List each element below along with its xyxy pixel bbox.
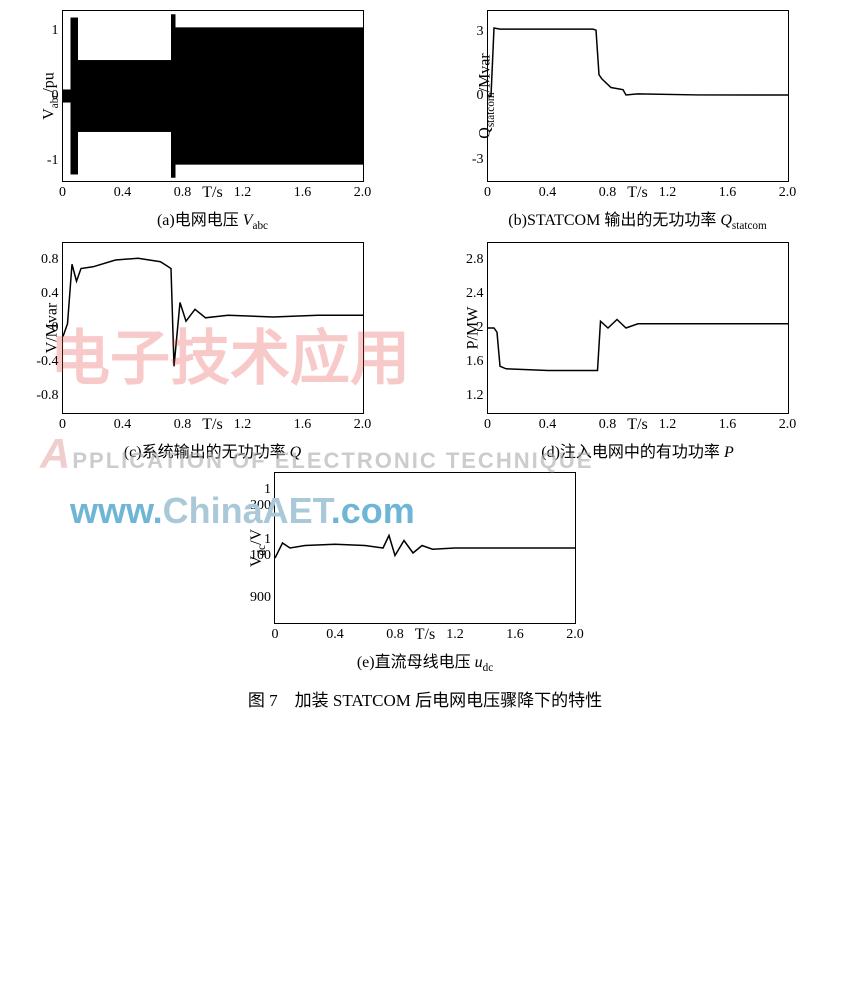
xtick: 1.6 — [294, 417, 312, 433]
xlabel-c: T/s — [202, 416, 222, 434]
ytick: 0.8 — [29, 252, 59, 268]
ytick: 3 — [454, 24, 484, 40]
xlabel-e: T/s — [415, 626, 435, 644]
panel-e: Vdc/V 00.40.81.21.62.09001 1001 300 T/s … — [10, 472, 840, 674]
xtick: 2.0 — [779, 417, 797, 433]
ytick: 1.2 — [454, 388, 484, 404]
xtick: 1.6 — [294, 185, 312, 201]
xtick: 0.4 — [114, 417, 132, 433]
caption-d: (d)注入电网中的有功功率 P — [541, 438, 733, 462]
ytick: 2.4 — [454, 286, 484, 302]
ytick: 1 — [29, 23, 59, 39]
caption-c: (c)系统输出的无功功率 Q — [124, 438, 301, 462]
xtick: 0.8 — [599, 185, 617, 201]
caption-b: (b)STATCOM 输出的无功功率 Qstatcom — [508, 206, 766, 232]
ytick: -0.4 — [29, 354, 59, 370]
xlabel-a: T/s — [202, 184, 222, 202]
xtick: 1.6 — [506, 627, 524, 643]
xtick: 1.2 — [659, 417, 677, 433]
xtick: 0.8 — [386, 627, 404, 643]
figure-grid: 电子技术应用 APPLICATION OF ELECTRONIC TECHNIQ… — [10, 10, 840, 674]
chart-c: V/Mvar 00.40.81.21.62.0-0.8-0.400.40.8 — [62, 242, 364, 414]
xtick: 0 — [59, 185, 66, 201]
xtick: 1.6 — [719, 417, 737, 433]
xtick: 0.4 — [539, 185, 557, 201]
caption-e: (e)直流母线电压 udc — [357, 648, 493, 674]
panel-d: P/MW 00.40.81.21.62.01.21.622.42.8 T/s (… — [435, 242, 840, 462]
xtick: 1.2 — [234, 417, 252, 433]
ytick: -1 — [29, 153, 59, 169]
panel-c: V/Mvar 00.40.81.21.62.0-0.8-0.400.40.8 T… — [10, 242, 415, 462]
xtick: 2.0 — [354, 185, 372, 201]
xtick: 0.4 — [539, 417, 557, 433]
ytick: 1 100 — [241, 532, 271, 564]
ytick: 0 — [454, 88, 484, 104]
chart-e: Vdc/V 00.40.81.21.62.09001 1001 300 — [274, 472, 576, 624]
chart-a: Vabc/pu 00.40.81.21.62.0-101 — [62, 10, 364, 182]
xtick: 0.4 — [326, 627, 344, 643]
ytick: -0.8 — [29, 388, 59, 404]
xtick: 0 — [272, 627, 279, 643]
ytick: 0 — [29, 88, 59, 104]
ytick: -3 — [454, 152, 484, 168]
xtick: 1.2 — [234, 185, 252, 201]
ytick: 2.8 — [454, 252, 484, 268]
xtick: 0 — [59, 417, 66, 433]
xtick: 0.4 — [114, 185, 132, 201]
xtick: 2.0 — [779, 185, 797, 201]
xtick: 1.2 — [659, 185, 677, 201]
ytick: 0 — [29, 320, 59, 336]
ytick: 2 — [454, 320, 484, 336]
panel-a: Vabc/pu 00.40.81.21.62.0-101 T/s (a)电网电压… — [10, 10, 415, 232]
panel-b: Qstatcom/Mvar 00.40.81.21.62.0-303 T/s (… — [435, 10, 840, 232]
xlabel-b: T/s — [627, 184, 647, 202]
xlabel-d: T/s — [627, 416, 647, 434]
ytick: 1 300 — [241, 482, 271, 514]
xtick: 1.2 — [446, 627, 464, 643]
ytick: 1.6 — [454, 354, 484, 370]
xtick: 0 — [484, 185, 491, 201]
figure-title: 图 7 加装 STATCOM 后电网电压骤降下的特性 — [10, 686, 840, 711]
xtick: 0.8 — [174, 185, 192, 201]
xtick: 0.8 — [599, 417, 617, 433]
ytick: 0.4 — [29, 286, 59, 302]
xtick: 0.8 — [174, 417, 192, 433]
xtick: 1.6 — [719, 185, 737, 201]
xtick: 2.0 — [566, 627, 584, 643]
xtick: 0 — [484, 417, 491, 433]
chart-d: P/MW 00.40.81.21.62.01.21.622.42.8 — [487, 242, 789, 414]
caption-a: (a)电网电压 Vabc — [157, 206, 268, 232]
ytick: 900 — [241, 590, 271, 606]
xtick: 2.0 — [354, 417, 372, 433]
chart-b: Qstatcom/Mvar 00.40.81.21.62.0-303 — [487, 10, 789, 182]
